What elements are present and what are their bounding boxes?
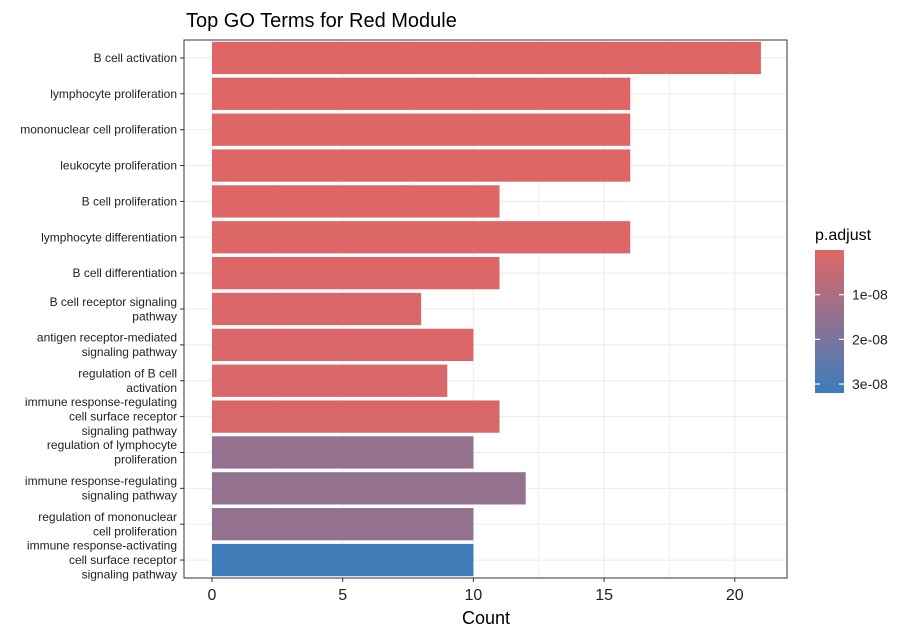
y-tick-label: leukocyte proliferation bbox=[60, 159, 177, 173]
bar bbox=[212, 292, 422, 326]
x-axis-title: Count bbox=[462, 608, 510, 628]
bar bbox=[212, 77, 631, 110]
x-tick-label: 10 bbox=[465, 587, 483, 604]
y-axis-labels: B cell activation lymphocyte proliferatio… bbox=[20, 51, 184, 582]
legend-tick-label: 3e-08 bbox=[852, 376, 888, 392]
bar bbox=[212, 256, 500, 290]
legend: p.adjust 1e-08 2e-08 3e-08 bbox=[815, 227, 888, 393]
y-tick-label: regulation of mononuclear cell proliferat… bbox=[38, 510, 177, 539]
bar bbox=[212, 221, 631, 254]
y-tick-label: lymphocyte differentiation bbox=[41, 230, 177, 244]
bar bbox=[212, 543, 474, 577]
x-tick-label: 20 bbox=[726, 587, 744, 604]
legend-title: p.adjust bbox=[815, 227, 872, 244]
x-axis-ticks: 0 5 10 15 20 bbox=[208, 578, 744, 604]
y-tick-label: immune response-activating cell surface r… bbox=[27, 539, 177, 582]
y-tick-label: B cell differentiation bbox=[72, 266, 177, 280]
y-tick-label: B cell proliferation bbox=[82, 194, 177, 208]
legend-tick-label: 2e-08 bbox=[852, 331, 888, 347]
bar bbox=[212, 185, 500, 218]
y-tick-label: B cell activation bbox=[94, 51, 177, 65]
bar bbox=[212, 149, 631, 182]
y-tick-label: regulation of B cell activation bbox=[78, 366, 177, 395]
bar bbox=[212, 328, 474, 362]
bar bbox=[212, 364, 448, 397]
chart-title: Top GO Terms for Red Module bbox=[186, 10, 457, 32]
bar bbox=[212, 113, 631, 146]
x-tick-label: 15 bbox=[595, 587, 613, 604]
x-tick-label: 5 bbox=[338, 587, 347, 604]
x-tick-label: 0 bbox=[208, 587, 217, 604]
bar bbox=[212, 508, 474, 541]
y-tick-label: antigen receptor-mediated signaling pathw… bbox=[37, 331, 177, 360]
bar bbox=[212, 41, 761, 75]
legend-colorbar bbox=[815, 250, 844, 393]
bar bbox=[212, 400, 500, 433]
y-tick-label: regulation of lymphocyte proliferation bbox=[47, 438, 177, 467]
y-tick-label: immune response-regulating cell surface r… bbox=[25, 395, 177, 438]
y-tick-label: B cell receptor signaling pathway bbox=[50, 295, 177, 324]
bar bbox=[212, 436, 474, 469]
legend-tick-label: 1e-08 bbox=[852, 287, 888, 303]
y-tick-label: mononuclear cell proliferation bbox=[20, 123, 177, 137]
y-tick-label: immune response-regulating signaling path… bbox=[25, 474, 177, 503]
bars bbox=[212, 41, 761, 577]
y-tick-label: lymphocyte proliferation bbox=[50, 87, 177, 101]
bar bbox=[212, 472, 526, 505]
